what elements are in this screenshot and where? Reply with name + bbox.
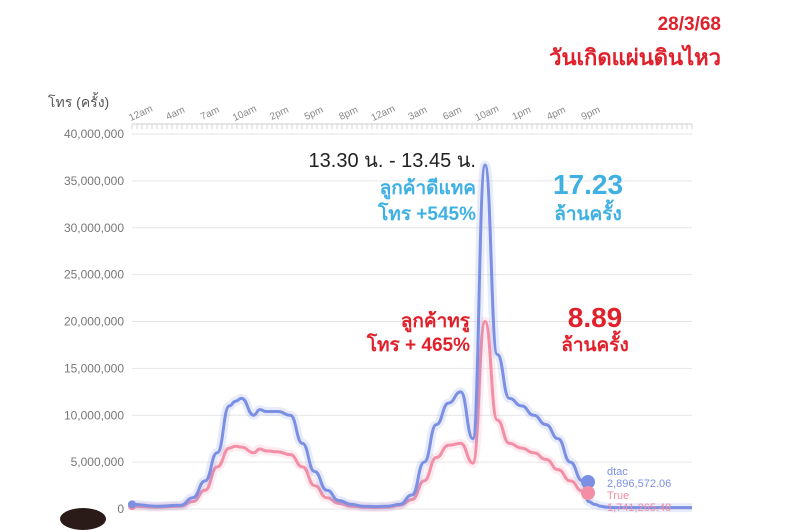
y-tick-label: 20,000,000 — [64, 315, 124, 329]
y-axis-label: โทร (ครั้ง) — [48, 94, 110, 110]
x-tick-label: 4am — [164, 105, 186, 123]
dtac-end-name: dtac — [607, 466, 628, 478]
annotation-time-range: 13.30 น. - 13.45 น. — [309, 150, 476, 172]
true-end-value: 1,741,265.48 — [607, 502, 671, 514]
x-tick-label: 10am — [231, 103, 258, 124]
annotation-dtac-increase: โทร +545% — [377, 202, 476, 225]
annotation-true-count: 8.89 — [568, 302, 623, 333]
chart-annotations: 13.30 น. - 13.45 น. ลูกค้าดีแทค โทร +545… — [309, 150, 629, 356]
x-tick-label: 4pm — [545, 105, 567, 123]
x-tick-label: 2pm — [268, 105, 290, 123]
x-tick-label: 7am — [199, 105, 221, 123]
x-tick-label: 6am — [441, 105, 463, 123]
y-tick-label: 10,000,000 — [64, 408, 124, 422]
dtac-end-value: 2,896,572.06 — [607, 478, 671, 490]
y-tick-label: 0 — [117, 502, 124, 516]
x-tick-label: 10am — [473, 103, 500, 124]
y-tick-label: 40,000,000 — [64, 127, 124, 141]
annotation-true-increase: โทร + 465% — [366, 333, 470, 356]
x-tick-label: 8pm — [337, 105, 359, 123]
x-tick-label: 9pm — [580, 105, 602, 123]
x-tick-label: 12am — [370, 103, 397, 124]
x-tick-label: 5pm — [303, 105, 325, 123]
avatar — [60, 508, 106, 530]
y-tick-label: 30,000,000 — [64, 221, 124, 235]
y-axis-ticks: 0 5,000,000 10,000,000 15,000,000 20,000,000… — [64, 127, 124, 516]
y-tick-label: 25,000,000 — [64, 268, 124, 282]
line-chart: 0 5,000,000 10,000,000 15,000,000 20,000,000… — [64, 103, 693, 516]
series-end-labels: dtac 2,896,572.06 True 1,741,265.48 — [581, 466, 671, 514]
series-start-marker — [128, 500, 136, 509]
y-tick-label: 5,000,000 — [71, 455, 125, 469]
date-label: 28/3/68 — [657, 14, 721, 35]
headline-title: วันเกิดแผ่นดินไหว — [549, 45, 721, 70]
annotation-true-unit: ล้านครั้ง — [561, 330, 629, 356]
chart-canvas: 28/3/68 วันเกิดแผ่นดินไหว โทร (ครั้ง) 0 5… — [48, 14, 721, 530]
x-axis-ticks: 12am 4am 7am 10am 2pm 5pm 8pm 12am 3am 6am 10am 1pm… — [127, 103, 693, 129]
annotation-dtac-customers: ลูกค้าดีแทค — [380, 177, 476, 200]
y-tick-label: 35,000,000 — [64, 174, 124, 188]
x-tick-label: 1pm — [511, 105, 533, 123]
series-lines — [128, 160, 692, 513]
true-end-marker — [581, 486, 595, 500]
annotation-true-customers: ลูกค้าทรู — [401, 310, 471, 333]
annotation-dtac-count: 17.23 — [553, 169, 623, 200]
series-line-dtac — [131, 163, 692, 510]
dtac-end-marker — [581, 475, 595, 489]
annotation-dtac-unit: ล้านครั้ง — [554, 199, 622, 225]
true-end-name: True — [607, 490, 629, 502]
x-tick-label: 12am — [127, 103, 154, 124]
y-tick-label: 15,000,000 — [64, 361, 124, 375]
x-tick-label: 3am — [407, 105, 429, 123]
